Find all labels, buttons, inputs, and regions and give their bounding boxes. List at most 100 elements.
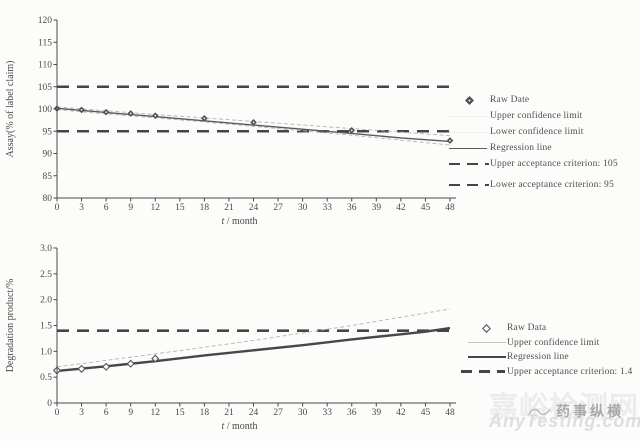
svg-text:42: 42	[396, 408, 406, 418]
legend-item-lower-confidence: Lower confidence limit	[437, 124, 618, 140]
svg-text:27: 27	[273, 203, 283, 213]
legend-label: Upper acceptance criterion: 1.4	[507, 366, 633, 377]
x-tick-labels: 0 3 6 9 12 15 18 21 24 27 30 33 36 39 42 45 48	[55, 408, 455, 418]
legend-label: Lower acceptance criterion: 95	[490, 180, 614, 190]
svg-text:24: 24	[249, 408, 259, 418]
legend-item-upper-confidence: Upper confidence limit	[455, 336, 632, 351]
dashed-line-icon	[455, 370, 507, 374]
svg-text:0: 0	[55, 203, 60, 213]
watermark-site-name: 嘉峪检测网	[489, 390, 640, 424]
raw-data-diamond-icon	[455, 323, 507, 333]
regression-line-line	[56, 107, 451, 143]
svg-text:105: 105	[38, 83, 53, 93]
legend-item-raw-data: Raw Data	[455, 321, 632, 336]
svg-text:1.0: 1.0	[40, 347, 52, 357]
legend-label: Upper acceptance criterion: 105	[490, 159, 618, 169]
dashed-line-icon	[437, 162, 490, 166]
svg-text:15: 15	[175, 203, 185, 213]
watermark-site-url: AnyTesting.com	[489, 411, 640, 431]
svg-text:2.0: 2.0	[40, 296, 52, 306]
legend-item-upper-criterion: Upper acceptance criterion: 1.4	[455, 365, 632, 380]
svg-text:36: 36	[347, 203, 357, 213]
svg-text:18: 18	[200, 408, 210, 418]
degradation-chart: 0 3 6 9 12 15 18 21 24 27 30 33 36 39 42 45 4800.51.01.5…	[5, 244, 456, 432]
legend-label: Regression line	[490, 143, 552, 153]
svg-text:115: 115	[38, 38, 52, 48]
legend-item-lower-criterion: Lower acceptance criterion: 95	[437, 177, 618, 193]
svg-text:48: 48	[445, 408, 455, 418]
y-tick-labels: 80 85 90 95 100 105 110 115 120	[38, 16, 53, 204]
svg-text:39: 39	[372, 408, 382, 418]
confidence-line-icon	[455, 342, 507, 344]
svg-text:12: 12	[151, 203, 161, 213]
legend-label: Raw Date	[490, 95, 530, 105]
svg-text:3: 3	[79, 203, 84, 213]
legend-item-raw-date: Raw Date	[437, 92, 618, 108]
svg-text:2.5: 2.5	[40, 270, 52, 280]
legend-item-upper-confidence: Upper confidence limit	[437, 108, 618, 124]
svg-text:42: 42	[396, 203, 406, 213]
legend-label: Upper confidence limit	[507, 337, 600, 348]
svg-text:15: 15	[175, 408, 185, 418]
legend-label: Regression line	[507, 352, 569, 363]
svg-text:0: 0	[55, 408, 60, 418]
legend-label: Lower confidence limit	[490, 127, 584, 137]
regression-line-icon	[437, 147, 490, 149]
svg-text:9: 9	[128, 408, 133, 418]
x-axis-label: t / month	[221, 216, 257, 227]
svg-text:30: 30	[298, 408, 308, 418]
svg-text:24: 24	[249, 203, 259, 213]
legend-item-regression: Regression line	[455, 350, 632, 365]
svg-text:100: 100	[38, 105, 53, 115]
svg-text:39: 39	[372, 203, 382, 213]
raw-date-points	[53, 105, 454, 144]
y-tick-labels: 0 0.5 1.0 1.5 2.0 2.5 3.0	[40, 244, 52, 409]
svg-text:0.5: 0.5	[40, 373, 52, 383]
svg-text:3: 3	[79, 408, 84, 418]
svg-text:45: 45	[421, 203, 431, 213]
regression-line-line	[56, 326, 451, 373]
y-axis-label: Assay(% of label claim)	[5, 61, 16, 158]
svg-text:6: 6	[104, 408, 109, 418]
svg-text:33: 33	[322, 408, 332, 418]
svg-text:12: 12	[151, 408, 161, 418]
regression-line-icon	[455, 356, 507, 359]
svg-text:110: 110	[38, 61, 52, 71]
confidence-line-icon	[437, 115, 490, 117]
confidence-line-icon	[437, 131, 490, 133]
assay-chart-legend: Raw Date Upper confidence limit Lower co…	[437, 92, 618, 193]
legend-label: Raw Data	[507, 323, 547, 334]
brand-logo-icon	[527, 403, 553, 423]
svg-text:21: 21	[224, 203, 234, 213]
degradation-chart-legend: Raw Data Upper confidence limit Regressi…	[455, 321, 632, 379]
svg-text:95: 95	[43, 127, 53, 137]
x-axis-label: t / month	[221, 421, 257, 432]
svg-text:0: 0	[47, 399, 52, 409]
svg-text:48: 48	[445, 203, 455, 213]
svg-text:36: 36	[347, 408, 357, 418]
svg-text:18: 18	[200, 203, 210, 213]
svg-text:27: 27	[273, 408, 283, 418]
y-axis-label: Degradation product/%	[5, 279, 16, 373]
lower-confidence-limit-line	[56, 109, 451, 146]
watermark-brand: 药事纵横	[556, 404, 624, 420]
legend-item-regression: Regression line	[437, 140, 618, 156]
svg-text:6: 6	[104, 203, 109, 213]
svg-text:33: 33	[322, 203, 332, 213]
dashed-line-icon	[437, 183, 490, 187]
svg-text:9: 9	[128, 203, 133, 213]
x-tick-labels: 0 3 6 9 12 15 18 21 24 27 30 33 36 39 42 45 48	[55, 203, 455, 213]
legend-item-upper-criterion: Upper acceptance criterion: 105	[437, 156, 618, 172]
svg-text:45: 45	[421, 408, 431, 418]
svg-text:120: 120	[38, 16, 53, 26]
legend-label: Upper confidence limit	[490, 111, 583, 121]
svg-text:90: 90	[43, 150, 53, 160]
svg-text:85: 85	[43, 172, 53, 182]
svg-text:3.0: 3.0	[40, 244, 52, 254]
svg-text:80: 80	[43, 194, 53, 204]
raw-data-diamond-icon	[437, 95, 490, 105]
upper-confidence-limit-line	[56, 308, 451, 368]
assay-chart: 0 3 6 9 12 15 18 21 24 27 30 33 36 39 42 45 488085909510…	[5, 16, 456, 227]
svg-text:30: 30	[298, 203, 308, 213]
